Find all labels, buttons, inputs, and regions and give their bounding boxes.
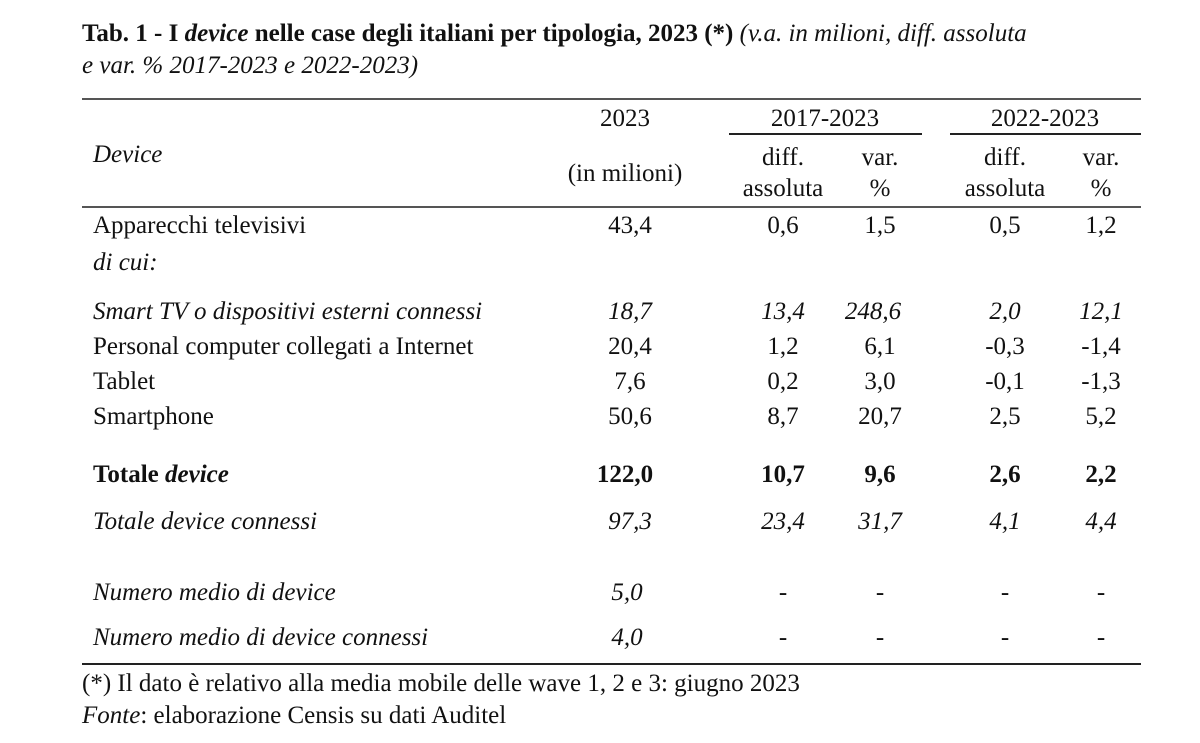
cell-2023: 5,0 [611,579,643,606]
row-label: Personal computer collegati a Internet [93,333,474,360]
cell-var-2022: 4,4 [1085,508,1117,535]
header-period1: 2017-2023 [770,105,880,132]
row-label: Smartphone [93,403,214,430]
source-note: Fonte: elaborazione Censis su dati Audit… [82,701,506,731]
row-label-di-cui: di cui: [93,249,158,276]
cell-var-2022: -1,4 [1081,333,1121,360]
cell-2023: 7,6 [614,368,646,395]
cell-var-2017: 3,0 [864,368,896,395]
cell-diff-2022: -0,3 [985,333,1025,360]
cell-diff-2017: 8,7 [767,403,799,430]
header-year-unit: (in milioni) [567,160,683,187]
header-var2-line2: % [1090,175,1112,202]
cell-diff-2022: 2,6 [989,461,1021,488]
cell-diff-2017: 1,2 [767,333,799,360]
cell-diff-2017: 0,2 [767,368,799,395]
cell-var-2017: - [875,579,885,606]
title-note-line2: e var. % 2017-2023 e 2022-2023) [82,52,419,79]
cell-var-2022: 12,1 [1079,298,1123,325]
title-prefix: Tab. 1 - I [82,20,185,47]
cell-diff-2022: 2,5 [989,403,1021,430]
cell-diff-2017: 0,6 [767,212,799,239]
table-title: Tab. 1 - I device nelle case degli itali… [82,18,1027,50]
cell-var-2022: 2,2 [1085,461,1117,488]
row-label: Numero medio di device [93,579,336,606]
bottom-rule [82,663,1141,665]
cell-diff-2017: 13,4 [761,298,805,325]
cell-2023: 43,4 [608,212,652,239]
cell-2023: 97,3 [608,508,652,535]
title-note-line1: (v.a. in milioni, diff. assoluta [739,20,1027,47]
cell-diff-2022: 4,1 [989,508,1021,535]
header-diff2-line1: diff. [984,144,1026,171]
cell-var-2017: 1,5 [864,212,896,239]
cell-diff-2017: 10,7 [761,461,805,488]
header-device: Device [93,141,163,168]
header-var1-line1: var. [861,144,899,171]
cell-diff-2017: - [778,579,788,606]
row-label-prefix: Totale [93,461,165,488]
cell-diff-2017: - [778,624,788,651]
cell-var-2022: -1,3 [1081,368,1121,395]
cell-var-2022: 5,2 [1085,403,1117,430]
row-label-device-word: device [165,461,229,488]
cell-2023: 18,7 [608,298,652,325]
cell-var-2022: - [1096,579,1106,606]
cell-var-2017: 9,6 [864,461,896,488]
title-main: nelle case degli italiani per tipologia,… [248,20,740,47]
footnote: (*) Il dato è relativo alla media mobile… [82,670,800,697]
period2-rule [950,133,1141,135]
cell-diff-2022: -0,1 [985,368,1025,395]
header-var1-line2: % [869,175,891,202]
source-text: : elaborazione Censis su dati Auditel [140,702,507,729]
row-label: Smart TV o dispositivi esterni connessi [93,298,483,325]
cell-diff-2017: 23,4 [761,508,805,535]
row-label: Totale device connessi [93,508,318,535]
cell-2023: 122,0 [596,461,654,488]
row-label: Numero medio di device connessi [93,624,429,651]
cell-var-2017: 6,1 [864,333,896,360]
header-period2: 2022-2023 [990,105,1100,132]
cell-2023: 20,4 [608,333,652,360]
header-var2-line1: var. [1082,144,1120,171]
cell-diff-2022: 2,0 [989,298,1021,325]
cell-var-2022: - [1096,624,1106,651]
cell-diff-2022: - [1000,624,1010,651]
header-diff2-line2: assoluta [964,175,1046,202]
cell-var-2017: 248,6 [844,298,902,325]
cell-var-2017: 31,7 [858,508,902,535]
cell-var-2017: - [875,624,885,651]
cell-var-2017: 20,7 [858,403,902,430]
cell-2023: 50,6 [608,403,652,430]
top-rule [82,98,1141,100]
header-diff1-line1: diff. [762,144,804,171]
row-label-totale-device: Totale device [93,460,229,490]
header-rule [82,206,1141,208]
header-diff1-line2: assoluta [742,175,824,202]
header-year: 2023 [600,105,650,132]
cell-diff-2022: - [1000,579,1010,606]
cell-2023: 4,0 [611,624,643,651]
cell-diff-2022: 0,5 [989,212,1021,239]
cell-var-2022: 1,2 [1085,212,1117,239]
row-label: Tablet [93,368,156,395]
source-label: Fonte [82,702,141,729]
row-label: Apparecchi televisivi [93,212,307,239]
title-device-word: device [184,20,249,47]
period1-rule [729,133,922,135]
